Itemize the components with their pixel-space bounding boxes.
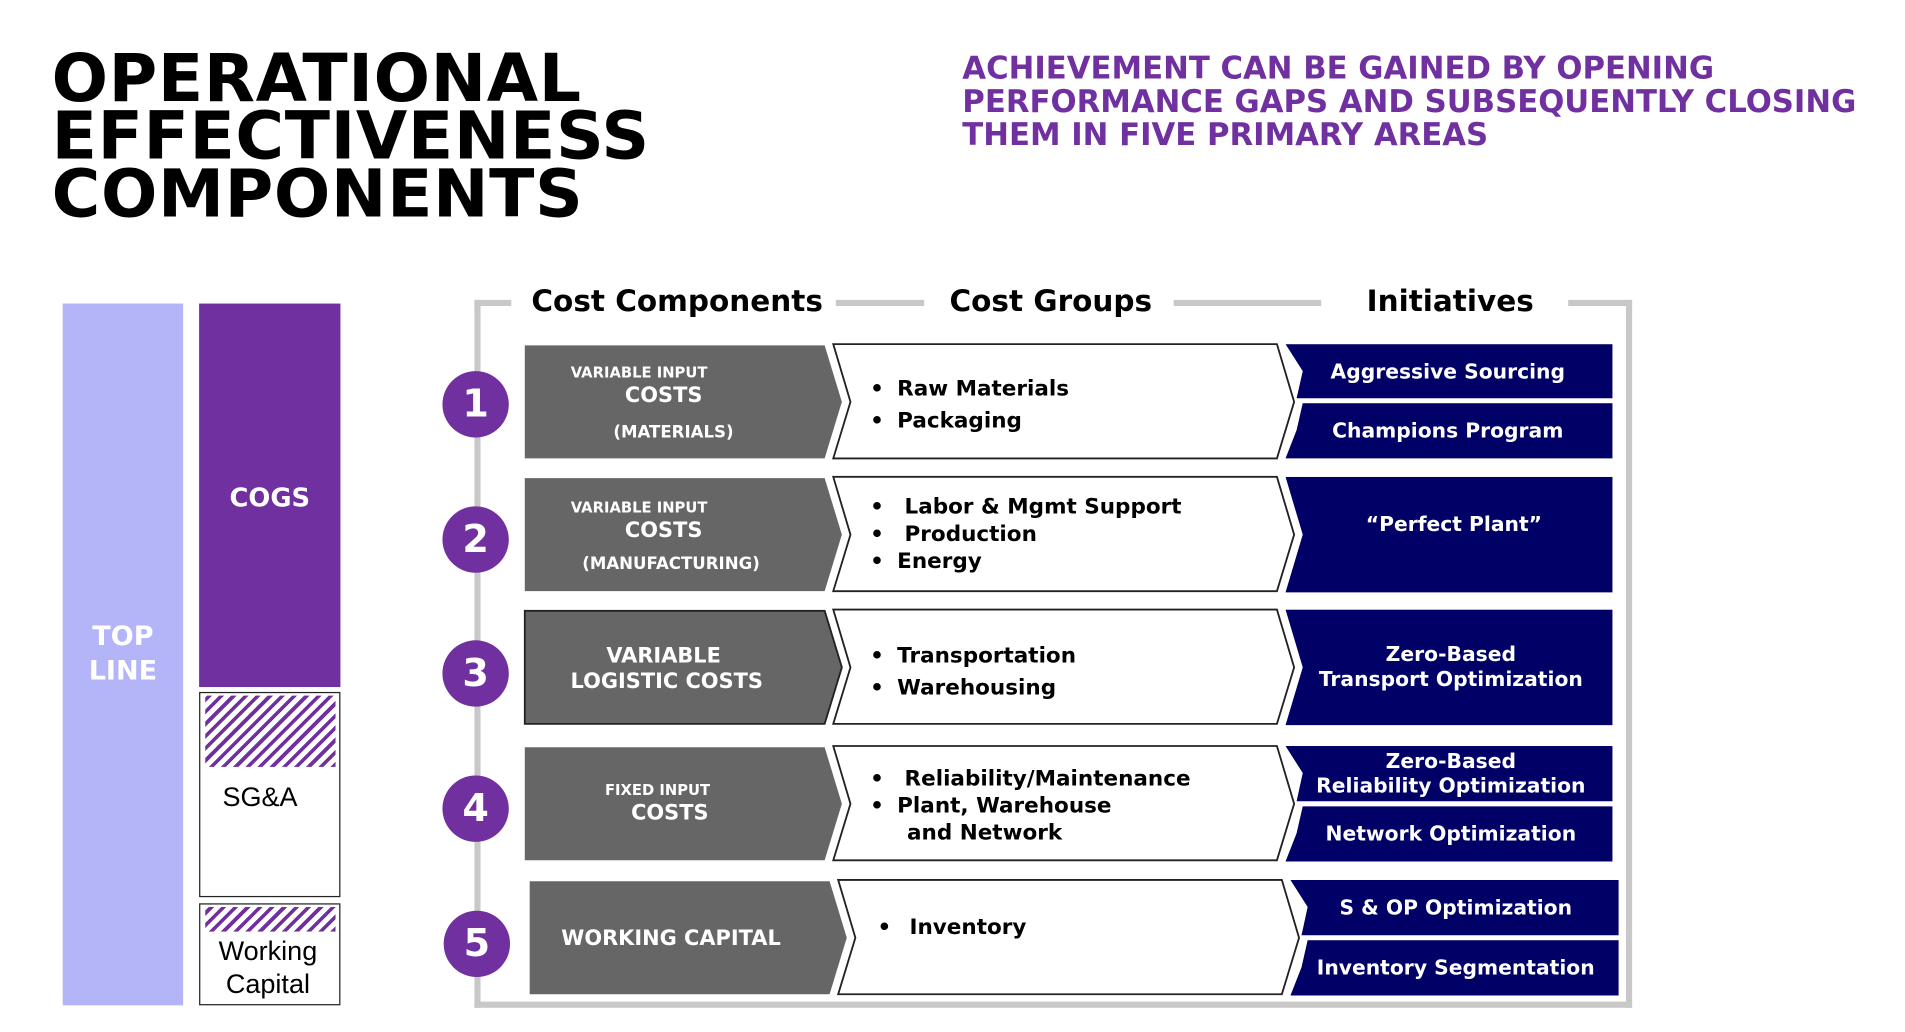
row-4-number: 4 bbox=[442, 775, 509, 842]
row-1-initiative-1: Aggressive Sourcing bbox=[1330, 359, 1566, 383]
row-2-component-line1: VARIABLE INPUT bbox=[570, 498, 708, 517]
working-capital-box: Working Capital bbox=[199, 903, 341, 1006]
row-5-group-item: • Inventory bbox=[877, 915, 1027, 941]
header-cost-components: Cost Components bbox=[518, 280, 836, 322]
row-4-group-chevron bbox=[832, 745, 1296, 862]
row-1-component-line3: (MATERIALS) bbox=[613, 422, 734, 443]
row-2-groups: • Labor & Mgmt Support • Production • Energ… bbox=[870, 494, 1181, 575]
row-1-component-chevron bbox=[524, 345, 842, 459]
row-5-initiative-2-shape bbox=[1290, 940, 1619, 996]
frame-top-right bbox=[1568, 299, 1633, 307]
row-3-number: 3 bbox=[442, 640, 509, 707]
row-1-group-item: • Packaging bbox=[870, 409, 1022, 434]
row-5-number: 5 bbox=[443, 910, 511, 978]
cogs-label: COGS bbox=[229, 482, 311, 513]
row-1-group-item: • Raw Materials bbox=[870, 377, 1070, 402]
row-1-initiative-1-shape bbox=[1285, 344, 1613, 399]
row-1-component-line1: VARIABLE INPUT bbox=[570, 363, 708, 381]
row-1-group-chevron bbox=[832, 343, 1296, 460]
row-1-component-line2: COSTS bbox=[624, 383, 703, 409]
row-2-number: 2 bbox=[442, 506, 509, 573]
row-3-component-chevron bbox=[523, 609, 843, 725]
frame-top-mid1 bbox=[835, 299, 925, 307]
row-5-initiative-2: Inventory Segmentation bbox=[1316, 956, 1595, 980]
page-subtitle: ACHIEVEMENT CAN BE GAINED BY OPENING PER… bbox=[962, 50, 1857, 153]
top-line-label: TOP LINE bbox=[88, 621, 158, 687]
row-4-group-item: and Network bbox=[907, 820, 1063, 846]
row-4-initiative-2: Network Optimization bbox=[1325, 822, 1577, 846]
row-4-component-line1: FIXED INPUT bbox=[604, 781, 711, 799]
row-5-initiative-1-shape bbox=[1290, 879, 1619, 936]
row-3-group-item: • Warehousing bbox=[870, 675, 1057, 701]
row-5-group-chevron bbox=[836, 879, 1301, 996]
row-3-initiative-1-shape bbox=[1285, 609, 1613, 726]
row-2-initiative-1-shape bbox=[1285, 476, 1613, 593]
sga-hatch bbox=[205, 695, 336, 767]
page-title: OPERATIONAL EFFECTIVENESS COMPONENTS bbox=[51, 39, 650, 233]
row-2-component-line2: COSTS bbox=[624, 518, 703, 544]
row-2-initiative-1: “Perfect Plant” bbox=[1365, 512, 1543, 536]
row-1-initiative-2-shape bbox=[1285, 403, 1613, 459]
sga-box: SG&A bbox=[199, 691, 341, 898]
header-cost-groups: Cost Groups bbox=[934, 280, 1168, 322]
header-initiatives: Initiatives bbox=[1333, 280, 1567, 322]
row-5-component-chevron bbox=[529, 881, 847, 995]
row-2-group-item: • Labor & Mgmt Support bbox=[870, 495, 1182, 520]
row-4-groups: • Reliability/Maintenance • Plant, Warehou… bbox=[870, 766, 1190, 847]
row-5-initiative-1: S & OP Optimization bbox=[1339, 895, 1573, 920]
row-2-group-chevron bbox=[832, 475, 1296, 593]
row-5-groups: • Inventory bbox=[878, 912, 1027, 944]
row-4-component-line2: COSTS bbox=[631, 801, 709, 826]
frame-top-left bbox=[474, 299, 512, 307]
row-3-groups: • Transportation • Warehousing bbox=[870, 640, 1076, 704]
row-1-groups: • Raw Materials • Packaging bbox=[870, 374, 1069, 438]
row-2-component-line3: (MANUFACTURING) bbox=[582, 554, 760, 574]
row-3-component-line2: LOGISTIC COSTS bbox=[570, 669, 763, 695]
row-2-group-item: • Production bbox=[870, 522, 1037, 547]
row-3-component-line1: VARIABLE bbox=[606, 643, 721, 669]
row-3-group-chevron bbox=[832, 608, 1296, 725]
row-3-initiative-1: Zero-Based Transport Optimization bbox=[1318, 642, 1583, 691]
sga-label: SG&A bbox=[222, 781, 298, 813]
row-4-group-item: • Plant, Warehouse bbox=[870, 793, 1112, 819]
row-4-initiative-2-shape bbox=[1285, 806, 1613, 862]
row-4-component-chevron bbox=[524, 747, 842, 861]
working-capital-label: Working Capital bbox=[218, 935, 318, 1000]
working-capital-hatch bbox=[205, 907, 336, 932]
top-line-bar: TOP LINE bbox=[62, 303, 184, 1006]
frame-top-mid2 bbox=[1173, 299, 1322, 307]
row-1-initiative-2: Champions Program bbox=[1332, 419, 1564, 443]
row-3-group-item: • Transportation bbox=[870, 643, 1077, 669]
row-4-initiative-1: Zero-Based Reliability Optimization bbox=[1316, 749, 1586, 798]
cogs-bar: COGS bbox=[199, 303, 341, 688]
row-1-number: 1 bbox=[442, 371, 509, 438]
row-4-group-item: • Reliability/Maintenance bbox=[870, 766, 1191, 792]
row-5-component-line1: WORKING CAPITAL bbox=[561, 926, 781, 952]
row-2-component-chevron bbox=[524, 478, 842, 592]
row-4-initiative-1-shape bbox=[1285, 746, 1613, 802]
row-2-group-item: • Energy bbox=[870, 549, 982, 574]
